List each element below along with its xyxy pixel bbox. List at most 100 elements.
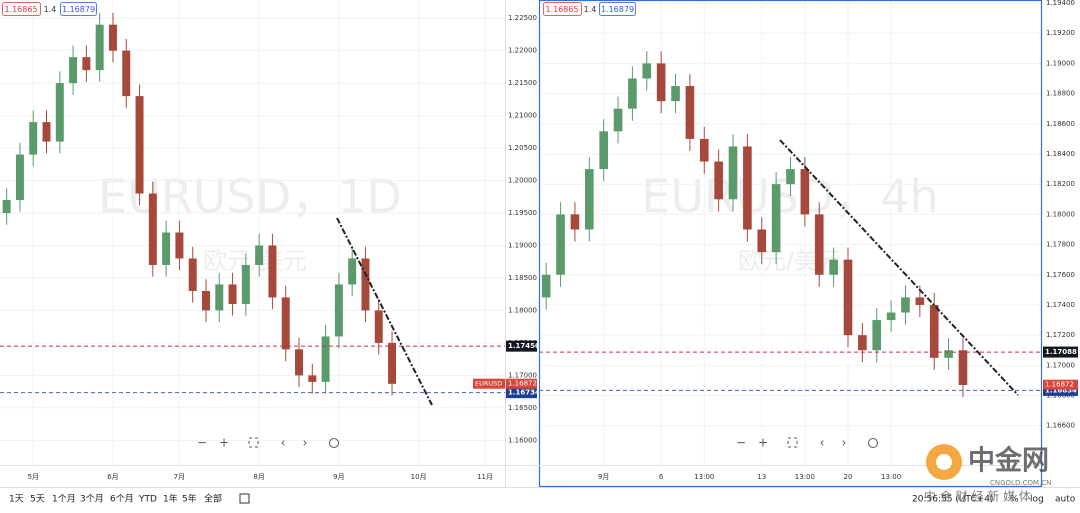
x-tick-label: 6: [659, 473, 664, 481]
y-tick-label: 1.17400: [1046, 301, 1075, 309]
scroll-right[interactable]: ›: [303, 436, 308, 450]
x-tick-label: 8月: [253, 473, 264, 481]
watermark-symbol: EURUSD，1D: [98, 170, 402, 224]
range-button[interactable]: 5年: [182, 493, 197, 505]
candle-body: [628, 78, 637, 109]
price-tag: [506, 387, 537, 399]
reset-view[interactable]: [787, 437, 798, 448]
y-tick-label: 1.19000: [1046, 59, 1075, 67]
price-tag-label: 1.17088: [1045, 348, 1077, 356]
trend-line: [779, 139, 1019, 396]
x-tick-label: 13: [757, 473, 766, 481]
symbol-tag-label: EURUSD: [475, 380, 502, 388]
y-tick-label: 1.19500: [508, 209, 537, 217]
candle-body: [872, 320, 882, 351]
watermark-name: 欧元/美元: [203, 247, 307, 275]
candle-body: [929, 304, 939, 358]
last-price-label: 1.16872: [508, 380, 537, 388]
y-tick-label: 1.16600: [1046, 422, 1075, 430]
x-tick-label: 20: [844, 473, 853, 481]
price-tag: [506, 340, 537, 352]
range-button[interactable]: 1天: [9, 495, 24, 505]
candle-body: [241, 264, 250, 304]
candle-body: [915, 297, 925, 305]
y-tick-label: 1.17800: [1046, 241, 1075, 249]
zoom-in[interactable]: +: [219, 436, 229, 450]
price-tag-label: 1.16734: [508, 389, 540, 397]
y-tick-label: 1.18400: [1046, 150, 1075, 158]
candle-body: [82, 57, 91, 71]
auto-toggle[interactable]: auto: [1055, 495, 1076, 505]
candle-body: [175, 232, 184, 259]
scroll-left[interactable]: ‹: [820, 436, 825, 450]
zoom-in[interactable]: +: [758, 436, 768, 450]
scroll-right[interactable]: ›: [842, 436, 847, 450]
y-tick-label: 1.20500: [508, 144, 537, 152]
candle-body: [215, 284, 224, 311]
y-tick-label: 1.22000: [508, 47, 537, 55]
reset-view[interactable]: [248, 437, 259, 448]
range-button[interactable]: 1个月: [52, 494, 76, 505]
candle-body: [843, 259, 853, 336]
price-tag: [1043, 346, 1078, 358]
candle-body: [374, 310, 383, 343]
bid-box: [543, 2, 582, 16]
range-button[interactable]: 3个月: [80, 494, 104, 505]
candle-body: [858, 335, 867, 351]
x-tick-label: 13:00: [881, 473, 901, 481]
x-tick-label: 6月: [107, 473, 118, 481]
last-price-label: 1.16872: [1045, 381, 1074, 389]
candle-body: [757, 229, 767, 253]
logo-mark-inner: [936, 454, 952, 470]
y-tick-label: 1.16500: [508, 404, 537, 412]
y-tick-label: 1.19200: [1046, 29, 1075, 37]
refresh[interactable]: [868, 438, 878, 448]
range-button[interactable]: 全部: [204, 493, 222, 505]
range-button[interactable]: YTD: [138, 495, 157, 505]
candle-body: [162, 232, 171, 265]
candle-body: [886, 312, 896, 321]
candle-body: [135, 96, 144, 194]
ask-box: [599, 2, 636, 16]
candle-body: [699, 138, 709, 162]
zoom-out[interactable]: −: [736, 436, 746, 450]
candle-body: [69, 57, 78, 84]
price-tag-label: 1.16834: [1045, 386, 1077, 394]
log-toggle[interactable]: log: [1030, 495, 1044, 505]
y-tick-label: 1.17000: [1046, 361, 1075, 369]
candle-body: [42, 122, 51, 142]
date-range-icon[interactable]: [239, 493, 250, 504]
refresh[interactable]: [329, 438, 339, 448]
candle-body: [348, 258, 357, 285]
bid: 1.16865: [545, 5, 578, 14]
range-button[interactable]: 5天: [30, 495, 45, 505]
percent-toggle[interactable]: %: [1010, 495, 1019, 505]
y-tick-label: 1.18000: [508, 306, 537, 314]
range-button[interactable]: 6个月: [110, 494, 134, 505]
watermark-name: 欧元/美元: [738, 247, 842, 275]
zoom-out[interactable]: −: [197, 436, 207, 450]
candle-body: [829, 259, 838, 275]
candle-body: [295, 349, 303, 376]
candle-body: [541, 274, 551, 298]
bid: 1.16865: [4, 5, 37, 14]
candle-body: [148, 193, 157, 265]
candle-body: [388, 342, 397, 384]
x-tick-label: 10月: [411, 473, 427, 481]
spread: 1.4: [44, 5, 57, 14]
candle-body: [814, 214, 824, 275]
y-tick-label: 1.18600: [1046, 120, 1075, 128]
candle-body: [771, 184, 781, 253]
scroll-left[interactable]: ‹: [281, 436, 286, 450]
candle-body: [556, 214, 565, 275]
y-tick-label: 1.18800: [1046, 90, 1075, 98]
candle-body: [714, 161, 723, 200]
candle-body: [15, 154, 24, 201]
ask: 1.16879: [62, 5, 95, 14]
price-tag-label: 1.17450: [508, 342, 540, 350]
candle-body: [122, 50, 131, 97]
range-button[interactable]: 1年: [163, 493, 178, 505]
candle-body: [944, 350, 953, 358]
y-tick-label: 1.19400: [1046, 0, 1075, 7]
